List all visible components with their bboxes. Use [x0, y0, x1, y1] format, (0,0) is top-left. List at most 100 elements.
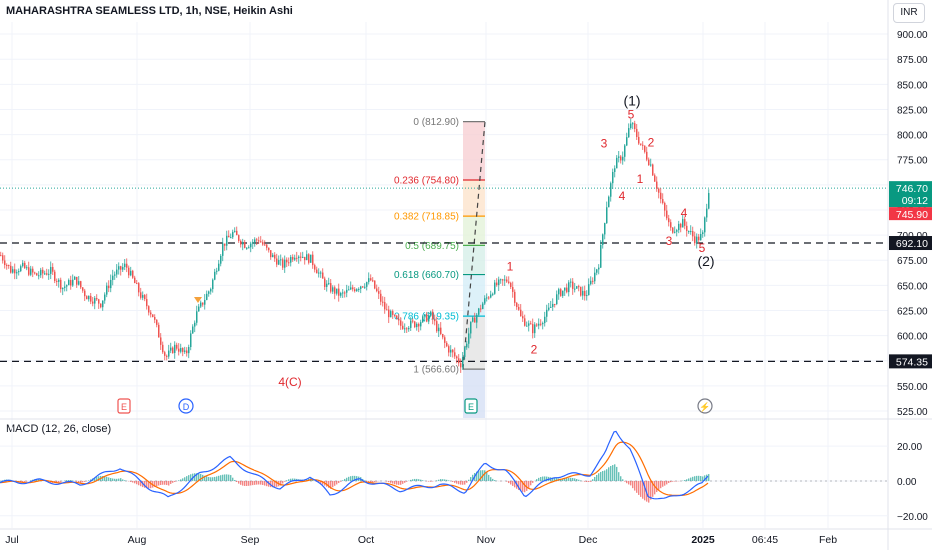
macd-histogram-bar	[670, 480, 672, 483]
candle-body	[352, 287, 354, 290]
candle-body	[640, 143, 642, 145]
candle-body	[668, 218, 670, 223]
candle-body	[548, 307, 550, 310]
macd-histogram-bar	[250, 480, 252, 486]
macd-histogram-bar	[636, 480, 638, 493]
split-marker[interactable]	[697, 398, 713, 414]
macd-histogram-bar	[240, 480, 242, 485]
macd-histogram-bar	[576, 479, 578, 481]
last-price-badge-text: 746.70	[896, 183, 928, 195]
macd-histogram-bar	[22, 480, 24, 483]
candle-body	[320, 272, 322, 274]
candle-body	[322, 272, 324, 279]
candle-body	[260, 241, 262, 243]
candle-body	[264, 244, 266, 246]
macd-signal-line	[0, 441, 709, 496]
candle-body	[358, 288, 360, 290]
candle-body	[168, 350, 170, 357]
macd-histogram-bar	[222, 474, 224, 481]
candle-body	[164, 352, 166, 356]
candle-body	[684, 219, 686, 226]
macd-histogram-bar	[686, 479, 688, 481]
time-tick-label: Nov	[477, 534, 496, 546]
candle-body	[162, 344, 164, 353]
candle-body	[696, 236, 698, 244]
candle-body	[624, 145, 626, 157]
candle-body	[680, 223, 682, 228]
candle-body	[62, 287, 64, 290]
macd-histogram-bar	[414, 478, 416, 481]
candle-body	[44, 273, 46, 275]
candle-body	[350, 287, 352, 290]
candle-body	[370, 278, 372, 281]
candle-body	[216, 270, 218, 272]
dividend-marker[interactable]	[178, 398, 194, 414]
candle-body	[550, 306, 552, 308]
candle-body	[512, 287, 514, 292]
macd-histogram-bar	[312, 479, 314, 481]
candle-body	[390, 311, 392, 318]
candle-body	[434, 319, 436, 322]
macd-histogram-bar	[612, 465, 614, 481]
macd-histogram-bar	[262, 480, 264, 486]
macd-histogram-bar	[342, 480, 344, 481]
macd-histogram-bar	[370, 480, 372, 483]
macd-histogram-bar	[246, 480, 248, 486]
price-tick-label: 875.00	[897, 55, 928, 66]
wave-label: 2	[648, 136, 655, 150]
wave-label: 4(C)	[278, 375, 301, 389]
macd-histogram-bar	[630, 480, 632, 486]
macd-histogram-bar	[356, 476, 358, 481]
last-price-badge-text: 09:12	[902, 195, 928, 207]
candle-body	[270, 250, 272, 258]
candle-body	[500, 279, 502, 281]
candle-body	[456, 356, 458, 359]
macd-histogram-bar	[462, 480, 464, 485]
wave-label: 1	[507, 259, 514, 273]
candle-body	[250, 243, 252, 248]
earnings-marker[interactable]	[117, 398, 131, 414]
macd-histogram-bar	[448, 480, 450, 481]
candle-body	[266, 244, 268, 248]
macd-histogram-bar	[514, 480, 516, 488]
macd-histogram-bar	[460, 480, 462, 485]
candle-body	[468, 333, 470, 344]
candle-body	[578, 286, 580, 288]
macd-histogram-bar	[178, 480, 180, 481]
candle-body	[38, 275, 40, 277]
candle-body	[532, 324, 534, 334]
macd-histogram-bar	[290, 478, 292, 481]
macd-histogram-bar	[654, 480, 656, 495]
candle-body	[700, 234, 702, 241]
time-tick-label: Feb	[819, 534, 837, 546]
candle-body	[172, 347, 174, 353]
macd-histogram-bar	[124, 480, 126, 481]
candle-body	[492, 293, 494, 295]
macd-histogram-bar	[464, 480, 466, 485]
candle-body	[424, 314, 426, 317]
macd-histogram-bar	[352, 475, 354, 481]
candle-body	[54, 271, 56, 281]
macd-histogram-bar	[546, 476, 548, 481]
candle-body	[600, 244, 602, 268]
macd-histogram-bar	[478, 470, 480, 481]
candle-body	[108, 285, 110, 289]
candle-body	[394, 314, 396, 316]
candle-body	[124, 263, 126, 268]
currency-button[interactable]: INR	[893, 3, 925, 23]
candle-body	[674, 231, 676, 233]
macd-histogram-bar	[404, 480, 406, 483]
candle-body	[506, 279, 508, 282]
macd-histogram-bar	[90, 479, 92, 481]
macd-histogram-bar	[328, 480, 330, 488]
candle-body	[442, 333, 444, 338]
earnings-marker[interactable]	[464, 398, 478, 414]
candle-body	[452, 349, 454, 353]
candle-body	[596, 269, 598, 273]
candle-body	[478, 308, 480, 315]
candle-body	[564, 287, 566, 291]
macd-histogram-bar	[620, 476, 622, 481]
macd-histogram-bar	[102, 475, 104, 481]
candle-body	[570, 281, 572, 283]
